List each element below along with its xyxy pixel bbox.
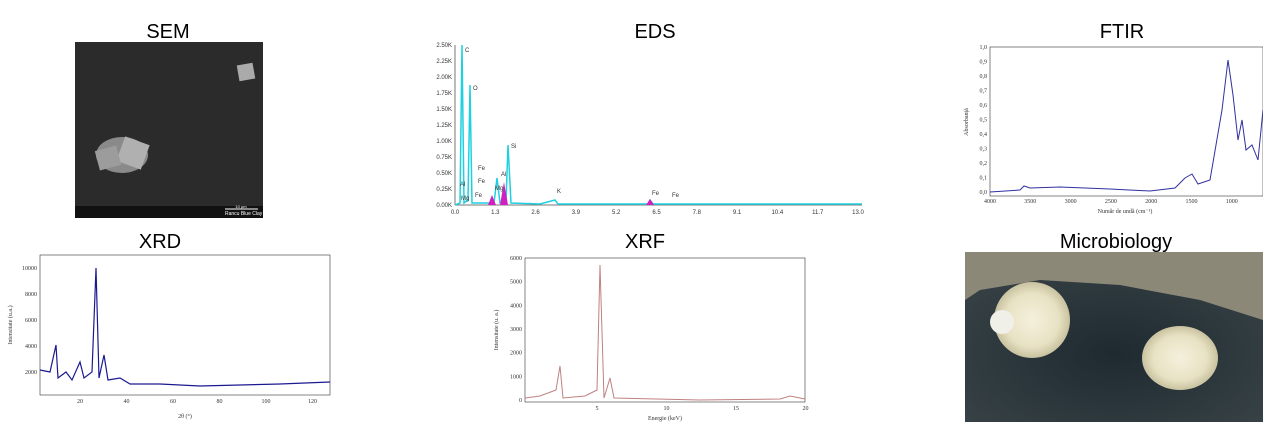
peak-label: Fe: [478, 166, 486, 172]
peak-label: Fe: [672, 193, 680, 199]
y-tick-label: 0,1: [980, 176, 988, 182]
x-tick-label: 80: [217, 399, 223, 405]
peak-label: Fe: [478, 179, 486, 185]
y-tick-label: 6000: [510, 256, 522, 262]
x-tick-label: 4000: [984, 199, 996, 205]
peak-label: K: [557, 189, 561, 195]
y-tick-label: 1.75K: [436, 91, 452, 97]
x-tick-label: 3500: [1024, 199, 1036, 205]
peak-label: Al: [501, 172, 506, 178]
x-tick-label: 5.2: [612, 210, 621, 216]
x-tick-label: 60: [170, 399, 176, 405]
panel-title: EDS: [634, 21, 675, 43]
y-tick-label: 10000: [22, 266, 37, 272]
y-tick-label: 0,6: [980, 103, 988, 109]
x-tick-label: 3000: [1065, 199, 1077, 205]
x-tick-label: 1000: [1226, 199, 1238, 205]
y-tick-label: 5000: [510, 280, 522, 286]
x-axis-label: Energie (keV): [648, 415, 682, 422]
y-tick-label: 0.00K: [436, 203, 452, 209]
x-tick-label: 10.4: [772, 210, 784, 216]
panel-title: XRF: [625, 231, 665, 253]
x-tick-label: 40: [124, 399, 130, 405]
x-tick-label: 0.0: [451, 210, 460, 216]
panel-title: FTIR: [1100, 21, 1144, 43]
peak-label: C: [465, 48, 470, 54]
y-tick-label: 4000: [25, 344, 37, 350]
y-tick-label: 0,2: [980, 161, 988, 167]
y-tick-label: 2.00K: [436, 75, 452, 81]
y-tick-label: 2.25K: [436, 59, 452, 65]
y-tick-label: 1000: [510, 374, 522, 380]
peak-label: Mg: [495, 186, 503, 192]
y-tick-label: 2000: [510, 351, 522, 357]
peak-label: Si: [511, 144, 516, 150]
panel-title: Microbiology: [1060, 231, 1172, 253]
x-tick-label: 6.5: [652, 210, 661, 216]
x-tick-label: 9.1: [733, 210, 742, 216]
sem-image: [75, 42, 263, 218]
y-tick-label: 0,7: [980, 89, 988, 95]
x-tick-label: 2.6: [531, 210, 540, 216]
y-tick-label: 0,3: [980, 147, 988, 153]
x-axis-label: 2θ (°): [178, 413, 192, 420]
xrf-plot: [524, 257, 806, 403]
y-tick-label: 2.50K: [436, 43, 452, 49]
x-tick-label: 5: [596, 406, 599, 412]
x-tick-label: 100: [262, 399, 271, 405]
x-tick-label: 1.3: [491, 210, 500, 216]
eds-plot: [454, 44, 862, 206]
y-tick-label: 4000: [510, 303, 522, 309]
y-tick-label: 1,0: [980, 45, 988, 51]
peak-label: Al: [460, 182, 465, 188]
x-tick-label: 2000: [1145, 199, 1157, 205]
y-tick-label: 0.25K: [436, 187, 452, 193]
x-tick-label: 7.8: [693, 210, 702, 216]
y-tick-label: 3000: [510, 327, 522, 333]
y-tick-label: 0,5: [980, 118, 988, 124]
x-tick-label: 20: [803, 406, 809, 412]
x-tick-label: 2500: [1105, 199, 1117, 205]
peak-label: O: [473, 86, 478, 92]
x-tick-label: 3.9: [572, 210, 581, 216]
peak-label: Mg: [461, 196, 469, 202]
y-tick-label: 1.50K: [436, 107, 452, 113]
y-tick-label: 0.75K: [436, 155, 452, 161]
y-axis-label: Intensitate (u.a.): [7, 305, 14, 344]
y-tick-label: 8000: [25, 292, 37, 298]
panel-title: SEM: [146, 21, 189, 43]
x-tick-label: 20: [77, 399, 83, 405]
x-tick-label: 1500: [1186, 199, 1198, 205]
y-tick-label: 1.25K: [436, 123, 452, 129]
y-tick-label: 0,9: [980, 60, 988, 66]
y-tick-label: 0,0: [980, 190, 988, 196]
x-tick-label: 10: [664, 406, 670, 412]
x-tick-label: 120: [308, 399, 317, 405]
ftir-plot: [989, 46, 1263, 197]
y-tick-label: 0,4: [980, 132, 988, 138]
y-tick-label: 0,8: [980, 74, 988, 80]
peak-label: Fe: [475, 193, 483, 199]
scale-label: 10 µm: [235, 204, 247, 209]
y-axis-label: Intensitate (u. a.): [493, 310, 500, 351]
y-tick-label: 2000: [25, 370, 37, 376]
caption: Rancu Blue Clay: [225, 211, 263, 217]
x-tick-label: 11.7: [812, 210, 824, 216]
y-tick-label: 1.00K: [436, 139, 452, 145]
y-tick-label: 0: [519, 398, 522, 404]
y-tick-label: 0.50K: [436, 171, 452, 177]
x-axis-label: Număr de undă (cm⁻¹): [1098, 208, 1153, 215]
panel-title: XRD: [139, 231, 181, 253]
xrd-plot: [39, 254, 331, 396]
microbiology-image: [965, 252, 1263, 422]
x-tick-label: 13.0: [852, 210, 864, 216]
x-tick-label: 15: [733, 406, 739, 412]
y-axis-label: Absorbanță: [964, 108, 970, 136]
y-tick-label: 6000: [25, 318, 37, 324]
peak-label: Fe: [652, 191, 660, 197]
